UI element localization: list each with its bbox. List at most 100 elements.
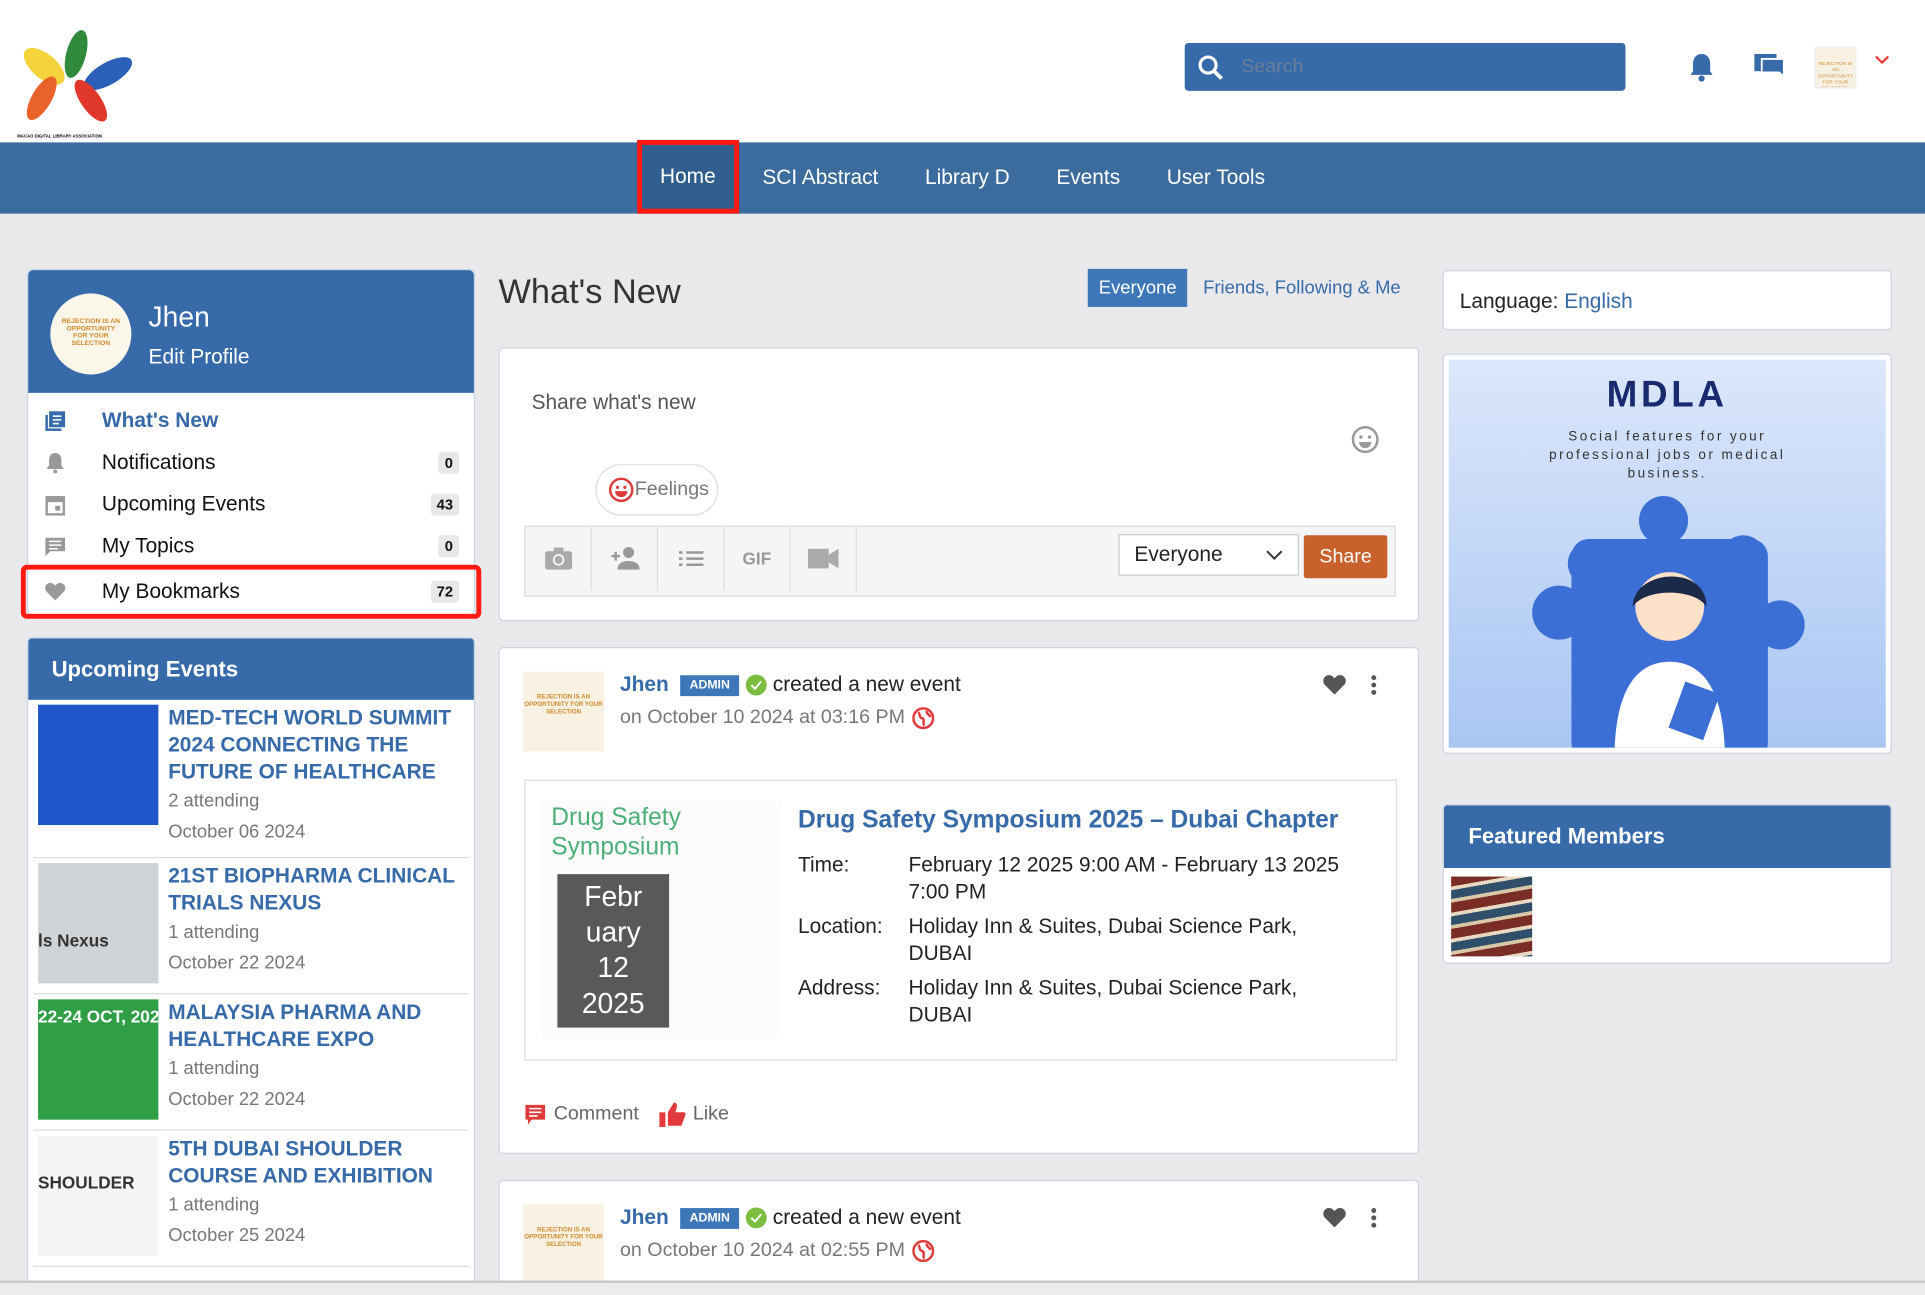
feelings-button[interactable]: Feelings — [595, 464, 719, 516]
like-label: Like — [692, 1103, 729, 1125]
video-button[interactable] — [791, 526, 857, 591]
event-list-item[interactable]: ls Nexus 21st BIOPHARMA CLINICAL TRIALS … — [33, 858, 469, 995]
nav-events[interactable]: Events — [1056, 165, 1121, 190]
event-list-item[interactable]: 22-24 OCT, 2024 MALAYSIA PHARMA AND HEAL… — [33, 994, 469, 1131]
event-date-badge: February 12 2025 — [557, 874, 670, 1028]
nav-sci-abstract[interactable]: SCI Abstract — [762, 165, 879, 190]
tag-friends-button[interactable] — [592, 526, 659, 591]
ad-banner[interactable]: MDLA Social features for your profession… — [1442, 353, 1892, 754]
poll-button[interactable] — [658, 526, 725, 591]
sidebar-item-label: My Bookmarks — [101, 579, 240, 603]
profile-name[interactable]: Jhen — [148, 300, 210, 333]
bookmark-heart-icon[interactable] — [1322, 1207, 1347, 1229]
author-avatar[interactable]: REJECTION IS AN OPPORTUNITY FOR YOUR SEL… — [523, 671, 605, 752]
filter-everyone[interactable]: Everyone — [1087, 268, 1188, 307]
sidebar-item-my-topics[interactable]: My Topics 0 — [28, 525, 474, 567]
language-value[interactable]: English — [1564, 289, 1633, 314]
search-bar[interactable] — [1184, 42, 1626, 91]
post-timestamp[interactable]: on October 10 2024 at 02:55 PM — [619, 1239, 906, 1261]
language-selector[interactable]: Language: English — [1442, 270, 1892, 331]
author-name[interactable]: Jhen — [619, 672, 669, 697]
like-button[interactable]: Like — [659, 1102, 729, 1128]
author-avatar[interactable]: REJECTION IS AN OPPORTUNITY FOR YOUR SEL… — [523, 1204, 605, 1285]
privacy-select[interactable]: Everyone — [1118, 534, 1299, 576]
comment-label: Comment — [553, 1103, 639, 1125]
event-image[interactable]: Drug Safety Symposium February 12 2025 — [541, 800, 783, 1039]
event-title[interactable]: 21st BIOPHARMA CLINICAL TRIALS NEXUS — [168, 864, 455, 915]
upcoming-events-widget: Upcoming Events MED-TECH WORLD SUMMIT 20… — [27, 637, 476, 1295]
sidebar-item-label: Upcoming Events — [101, 492, 266, 516]
bell-icon — [43, 451, 68, 476]
post-timestamp[interactable]: on October 10 2024 at 03:16 PM — [619, 707, 906, 729]
messages-icon[interactable] — [1752, 52, 1786, 84]
chevron-down-icon — [1266, 549, 1283, 560]
sidebar-item-upcoming-events[interactable]: Upcoming Events 43 — [28, 484, 474, 526]
widget-title: Featured Members — [1443, 805, 1891, 868]
event-thumbnail[interactable]: SHOULDER — [38, 1135, 159, 1256]
event-thumbnail[interactable]: 22-24 OCT, 2024 — [38, 999, 159, 1120]
member-avatar[interactable] — [1451, 876, 1533, 957]
browser-bottom-bar — [0, 1280, 1925, 1295]
count-badge: 0 — [438, 451, 460, 474]
heart-icon — [43, 579, 68, 604]
filter-friends[interactable]: Friends, Following & Me — [1203, 277, 1401, 299]
globe-icon — [912, 1239, 935, 1263]
photo-button[interactable] — [525, 526, 592, 591]
composer-input[interactable]: Share what's new — [531, 390, 696, 414]
sidebar-item-my-bookmarks[interactable]: My Bookmarks 72 — [20, 564, 482, 619]
event-title[interactable]: Drug Safety Symposium 2025 – Dubai Chapt… — [798, 806, 1339, 834]
share-button[interactable]: Share — [1303, 535, 1388, 579]
composer: Share what's new Feelings GIF Everyone S… — [498, 347, 1420, 622]
profile-avatar[interactable]: REJECTION IS AN OPPORTUNITY FOR YOUR SEL… — [50, 293, 132, 375]
event-thumbnail[interactable] — [38, 704, 159, 826]
attending-count: 1 attending — [168, 1194, 260, 1216]
event-list-item[interactable]: SHOULDER 5th DUBAI SHOULDER COURSE AND E… — [33, 1131, 469, 1267]
event-list-item[interactable]: MED-TECH WORLD SUMMIT 2024 CONNECTING TH… — [33, 700, 469, 859]
globe-icon — [912, 707, 935, 730]
event-card[interactable]: Drug Safety Symposium February 12 2025 D… — [524, 779, 1398, 1061]
search-input[interactable] — [1241, 55, 1585, 78]
nav-library-d[interactable]: Library D — [924, 165, 1010, 190]
profile-card: REJECTION IS AN OPPORTUNITY FOR YOUR SEL… — [20, 268, 482, 619]
count-badge: 72 — [430, 580, 460, 603]
main-nav: Home SCI Abstract Library D Events User … — [0, 139, 1925, 214]
logo-text: MACAO DIGITAL LIBRARY ASSOCIATION — [17, 133, 103, 139]
user-avatar[interactable]: REJECTION IS AN OPPORTUNITY FOR YOUR SEL… — [1814, 46, 1857, 89]
more-options-icon[interactable] — [1370, 1207, 1377, 1229]
ad-title: MDLA — [1606, 374, 1728, 415]
gif-button[interactable]: GIF — [724, 526, 791, 591]
calendar-icon — [43, 492, 68, 517]
nav-user-tools[interactable]: User Tools — [1166, 165, 1266, 190]
thumb-text: 22-24 OCT, 2024 — [38, 1006, 159, 1027]
thumb-text: ls Nexus — [38, 930, 109, 951]
event-address: Holiday Inn & Suites, Dubai Science Park… — [908, 976, 1298, 1027]
nav-home[interactable]: Home — [636, 139, 740, 214]
logo[interactable]: MACAO DIGITAL LIBRARY ASSOCIATION — [17, 27, 134, 139]
event-date: October 25 2024 — [168, 1225, 306, 1247]
bookmark-heart-icon[interactable] — [1322, 674, 1347, 696]
ad-tagline: Social features for your professional jo… — [1549, 429, 1786, 482]
event-title[interactable]: 5th DUBAI SHOULDER COURSE AND EXHIBITION — [168, 1136, 433, 1188]
comment-button[interactable]: Comment — [524, 1104, 639, 1126]
more-options-icon[interactable] — [1370, 674, 1377, 696]
newspaper-icon — [43, 409, 68, 434]
event-title[interactable]: MED-TECH WORLD SUMMIT 2024 CONNECTING TH… — [168, 705, 452, 784]
event-location-row: Location: Holiday Inn & Suites, Dubai Sci… — [798, 913, 1375, 967]
chevron-down-icon[interactable] — [1875, 55, 1890, 65]
admin-badge: ADMIN — [679, 674, 740, 696]
bell-icon[interactable] — [1688, 52, 1715, 84]
event-date: October 06 2024 — [168, 821, 306, 843]
emoji-icon[interactable] — [1350, 425, 1379, 454]
sidebar-item-notifications[interactable]: Notifications 0 — [28, 442, 474, 484]
list-icon — [678, 551, 703, 566]
sidebar-item-label: My Topics — [101, 534, 195, 558]
field-label: Location: — [798, 914, 883, 938]
event-date: October 22 2024 — [168, 952, 306, 974]
sidebar-item-whats-new[interactable]: What's New — [28, 400, 474, 442]
event-thumbnail[interactable]: ls Nexus — [38, 863, 159, 984]
event-title[interactable]: MALAYSIA PHARMA AND HEALTHCARE EXPO — [168, 1000, 422, 1051]
smile-icon — [608, 477, 634, 503]
author-name[interactable]: Jhen — [619, 1205, 669, 1229]
edit-profile-link[interactable]: Edit Profile — [148, 344, 250, 369]
add-user-icon — [610, 546, 640, 570]
